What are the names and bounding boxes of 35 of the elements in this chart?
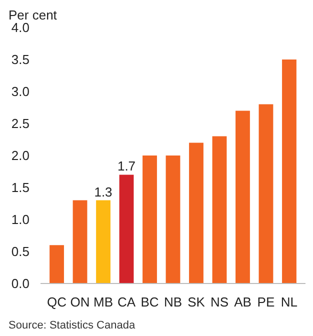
y-tick-label: 2.5 — [11, 116, 30, 131]
bar — [166, 156, 180, 284]
bar — [212, 136, 227, 284]
x-tick-label: CA — [117, 294, 136, 310]
bar — [258, 104, 274, 284]
y-tick-label: 3.0 — [11, 84, 30, 99]
bar — [189, 142, 204, 284]
x-tick-label: QC — [47, 294, 67, 310]
y-tick-label: 1.5 — [11, 180, 30, 195]
y-tick-label: 3.5 — [11, 52, 30, 67]
data-label: 1.3 — [94, 184, 112, 200]
bar — [72, 200, 88, 284]
y-tick-label: 2.0 — [11, 148, 30, 163]
x-tick-label: SK — [188, 294, 206, 310]
x-tick-label: ON — [70, 294, 90, 310]
x-tick-label: AB — [234, 294, 252, 310]
bar — [96, 200, 110, 284]
x-tick-label: NS — [210, 294, 229, 310]
data-label: 1.7 — [117, 158, 136, 174]
x-tick-label: MB — [94, 294, 114, 310]
x-tick-label: BC — [140, 294, 159, 310]
bar — [282, 60, 296, 284]
y-tick-label: 0.5 — [11, 244, 30, 259]
y-tick-label: 0.0 — [11, 276, 30, 291]
x-tick-label: NB — [164, 294, 182, 310]
y-tick-label: 4.0 — [11, 20, 30, 35]
x-tick-label: PE — [257, 294, 275, 310]
x-tick-label: NL — [280, 294, 298, 310]
bar — [142, 156, 157, 284]
bar — [236, 110, 250, 284]
y-axis-title: Per cent — [8, 8, 58, 22]
bar — [50, 245, 64, 284]
bar — [119, 174, 134, 284]
y-tick-label: 1.0 — [11, 212, 30, 227]
source-note: Source: Statistics Canada — [8, 320, 136, 332]
